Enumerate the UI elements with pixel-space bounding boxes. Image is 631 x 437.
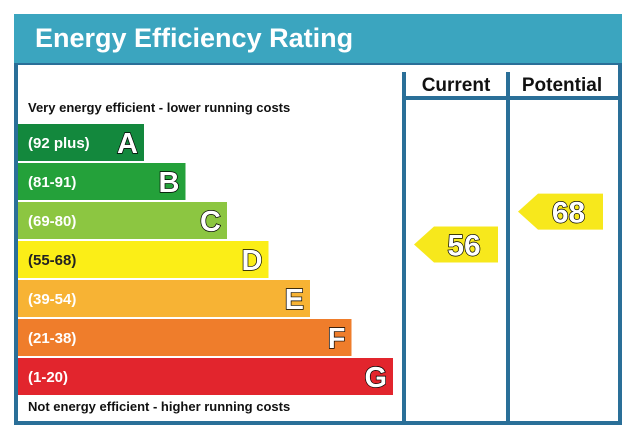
- column-header-potential: Potential: [522, 75, 602, 96]
- band-range-f: (21-38): [28, 330, 76, 347]
- rating-bands: (92 plus) A (81-91) B (69-80) C (55-68) D (39-54…: [18, 124, 393, 395]
- band-range-g: (1-20): [28, 369, 68, 386]
- header-banner: [14, 14, 622, 63]
- band-bar-e: [18, 280, 310, 317]
- band-letter-a: A: [117, 128, 138, 160]
- bottom-description: Not energy efficient - higher running co…: [28, 399, 290, 414]
- chart-frame: [14, 63, 622, 425]
- band-bar-c: [18, 202, 227, 239]
- potential-arrow: [518, 193, 603, 230]
- band-letter-c: C: [200, 206, 221, 238]
- band-range-c: (69-80): [28, 213, 76, 230]
- band-bar-a: [18, 124, 144, 161]
- band-letter-b: B: [159, 167, 180, 199]
- chart-title: Energy Efficiency Rating: [35, 23, 353, 53]
- band-range-b: (81-91): [28, 174, 76, 191]
- band-range-a: (92 plus): [28, 135, 90, 152]
- band-letter-e: E: [285, 284, 304, 316]
- band-range-e: (39-54): [28, 291, 76, 308]
- top-description: Very energy efficient - lower running co…: [28, 100, 290, 115]
- band-bar-g: [18, 358, 393, 395]
- band-bar-f: [18, 319, 352, 356]
- current-arrow: [414, 226, 498, 263]
- band-bar-d: [18, 241, 269, 278]
- current-score: 56: [447, 229, 480, 262]
- band-letter-d: D: [242, 245, 263, 277]
- band-bar-b: [18, 163, 186, 200]
- band-letter-g: G: [364, 362, 387, 394]
- potential-score: 68: [552, 197, 585, 230]
- band-letter-f: F: [328, 323, 346, 355]
- band-range-d: (55-68): [28, 252, 76, 269]
- rating-arrows: 56 68: [414, 193, 603, 263]
- column-header-current: Current: [422, 75, 491, 96]
